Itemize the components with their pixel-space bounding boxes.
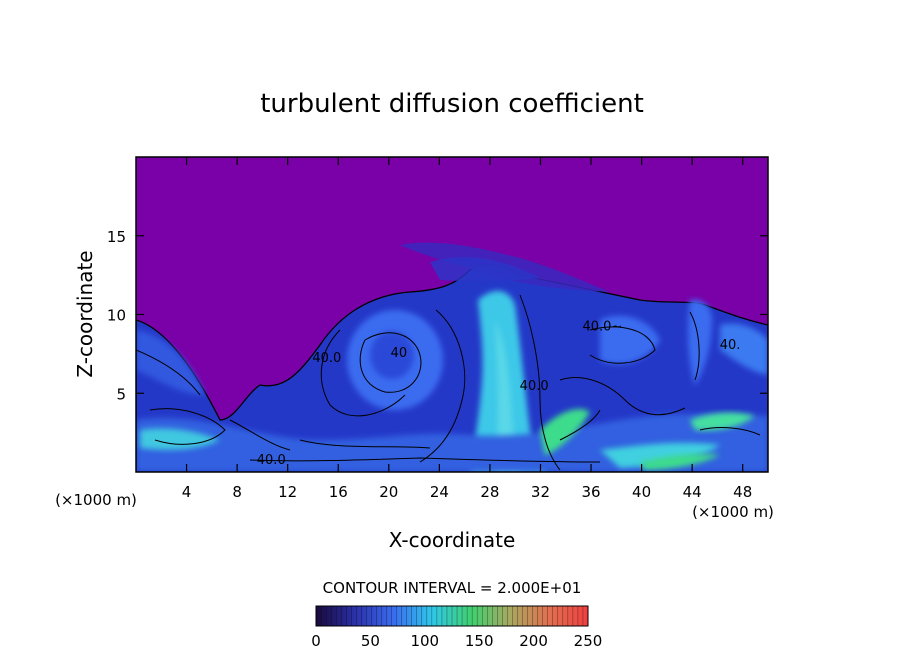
x-tick-label: 40 — [632, 483, 651, 501]
chart-title: turbulent diffusion coefficient — [260, 89, 644, 119]
turbulence-field — [136, 242, 768, 472]
x-axis-label: X-coordinate — [389, 528, 516, 552]
x-tick-label: 12 — [278, 483, 297, 501]
x-tick-label: 4 — [182, 483, 192, 501]
vortex-left-core — [370, 331, 414, 379]
contour-label: 40.0 — [312, 351, 341, 366]
y-tick-label: 10 — [107, 307, 126, 325]
x-tick-label: 32 — [531, 483, 550, 501]
peak-streak-2 — [640, 453, 720, 470]
colorbar-tick-label: 200 — [519, 632, 548, 650]
contour-label: 40. — [720, 338, 741, 353]
right-lobe-2 — [720, 323, 768, 375]
x-tick-label: 48 — [733, 483, 752, 501]
colorbar-tick-label: 250 — [574, 632, 603, 650]
x-tick-label: 44 — [683, 483, 702, 501]
contour-label: 40 — [391, 346, 408, 361]
contour-labels: 40.0 40 40.0 40.0~ 40. 40.0 — [257, 319, 741, 468]
right-lobe — [600, 315, 660, 364]
x-tick-label: 36 — [581, 483, 600, 501]
x-tick-label: 20 — [379, 483, 398, 501]
x-tick-label: 16 — [329, 483, 348, 501]
peak-streak-3 — [690, 412, 755, 431]
contour-label: 40.0~ — [582, 319, 622, 334]
contour-interval-label: CONTOUR INTERVAL = 2.000E+01 — [323, 579, 582, 597]
left-lobe — [136, 330, 205, 395]
colorbar-ticks: 0 50 100 150 200 250 — [311, 632, 602, 650]
x-axis-ticks: 4 8 12 16 20 24 28 32 36 40 44 48 — [182, 157, 752, 501]
y-tick-label: 15 — [107, 228, 126, 246]
boundary-cyan-left — [140, 428, 220, 450]
updraft-column — [470, 290, 550, 472]
boundary-cyan-right — [600, 442, 720, 468]
contour-label: 40.0 — [257, 453, 286, 468]
updraft-core — [495, 320, 522, 472]
colorbar-tick-label: 50 — [361, 632, 380, 650]
x-tick-label: 24 — [430, 483, 449, 501]
x-tick-label: 8 — [232, 483, 242, 501]
colorbar-tick-label: 0 — [311, 632, 321, 650]
upper-plume-2 — [430, 257, 540, 282]
colorbar-tick-label: 100 — [410, 632, 439, 650]
peak-streak-1 — [540, 409, 590, 455]
y-axis-ticks: 5 10 15 — [107, 228, 768, 403]
y-axis-label: Z-coordinate — [73, 250, 97, 377]
contour-lines — [136, 294, 761, 471]
colorbar-tick-label: 150 — [465, 632, 494, 650]
x-unit-left: (×1000 m) — [55, 491, 137, 509]
turbulent-region — [136, 263, 768, 472]
y-tick-label: 5 — [116, 385, 126, 403]
x-unit-right: (×1000 m) — [692, 503, 774, 521]
colorbar — [315, 605, 589, 627]
contour-label: 40.0 — [520, 379, 549, 394]
x-tick-label: 28 — [480, 483, 499, 501]
